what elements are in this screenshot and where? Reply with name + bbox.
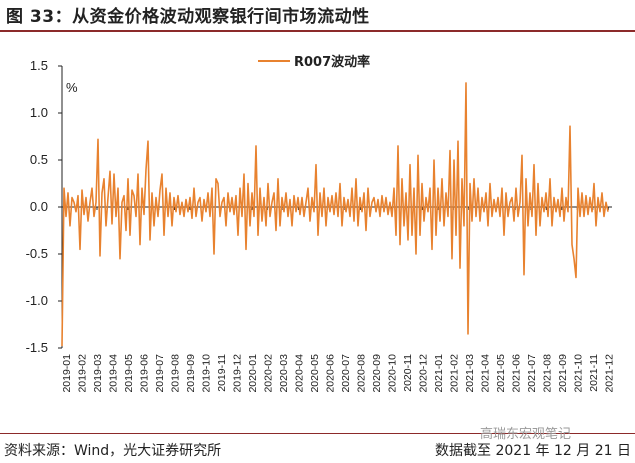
x-tick-label: 2019-09	[185, 354, 197, 393]
x-tick-label: 2021-09	[557, 354, 569, 393]
data-date-note: 数据截至 2021 年 12 月 21 日	[435, 443, 631, 459]
x-tick-label: 2021-05	[495, 354, 507, 393]
x-tick-label: 2020-07	[340, 354, 352, 393]
x-tick-label: 2021-02	[448, 354, 460, 393]
x-tick-label: 2019-01	[61, 354, 73, 393]
x-tick-label: 2019-10	[200, 354, 212, 393]
legend-label: R007波动率	[294, 54, 370, 70]
x-tick-label: 2019-03	[92, 354, 104, 393]
footer-rule	[0, 433, 635, 434]
x-tick-label: 2019-08	[169, 354, 181, 393]
x-tick-label: 2021-01	[433, 354, 445, 393]
x-tick-label: 2021-11	[588, 354, 600, 392]
y-tick-label: -1.5	[26, 340, 48, 355]
x-tick-label: 2021-08	[541, 354, 553, 393]
y-tick-label: 0.5	[30, 152, 48, 167]
y-unit-label: %	[66, 80, 78, 95]
x-tick-label: 2019-11	[216, 354, 228, 392]
y-tick-label: 1.0	[30, 105, 48, 120]
x-axis: 2019-01 2019-02 2019-03 2019-04 2019-05 2019-…	[61, 207, 615, 393]
x-tick-label: 2021-06	[510, 354, 522, 393]
source-note: 资料来源：Wind，光大证券研究所	[4, 443, 222, 459]
x-tick-label: 2020-03	[278, 354, 290, 393]
series-line-r007	[61, 82, 609, 347]
y-axis: 1.5 1.0 0.5 0.0 -0.5 -1.0 -1.5	[26, 58, 63, 355]
y-tick-label: -1.0	[26, 293, 48, 308]
x-tick-label: 2019-12	[231, 354, 243, 393]
line-chart: 1.5 1.0 0.5 0.0 -0.5 -1.0 -1.5 2019-01 2019-02 2…	[26, 54, 616, 393]
x-tick-label: 2020-12	[417, 354, 429, 393]
x-tick-label: 2019-04	[107, 354, 119, 393]
x-tick-label: 2021-07	[526, 354, 538, 393]
watermark-text: 高瑞东宏观笔记	[480, 427, 572, 442]
x-tick-label: 2021-03	[464, 354, 476, 393]
x-tick-label: 2020-02	[262, 354, 274, 393]
x-tick-label: 2019-07	[154, 354, 166, 393]
x-tick-label: 2019-02	[76, 354, 88, 393]
x-tick-label: 2020-05	[309, 354, 321, 393]
x-tick-label: 2020-09	[371, 354, 383, 393]
x-tick-label: 2021-12	[603, 354, 615, 393]
x-tick-label: 2020-10	[386, 354, 398, 393]
header-rule	[0, 30, 635, 32]
x-tick-label: 2021-10	[572, 354, 584, 393]
chart-title: 图 33：从资金价格波动观察银行间市场流动性	[6, 7, 370, 27]
x-tick-label: 2020-08	[355, 354, 367, 393]
y-tick-label: 1.5	[30, 58, 48, 73]
x-tick-label: 2020-04	[293, 354, 305, 393]
x-tick-label: 2020-06	[324, 354, 336, 393]
x-tick-label: 2019-06	[138, 354, 150, 393]
y-tick-label: -0.5	[26, 246, 48, 261]
x-tick-label: 2021-04	[479, 354, 491, 393]
y-tick-label: 0.0	[30, 199, 48, 214]
x-tick-label: 2020-11	[402, 354, 414, 392]
x-tick-label: 2019-05	[123, 354, 135, 393]
legend: R007波动率	[258, 54, 370, 70]
x-tick-label: 2020-01	[247, 354, 259, 393]
